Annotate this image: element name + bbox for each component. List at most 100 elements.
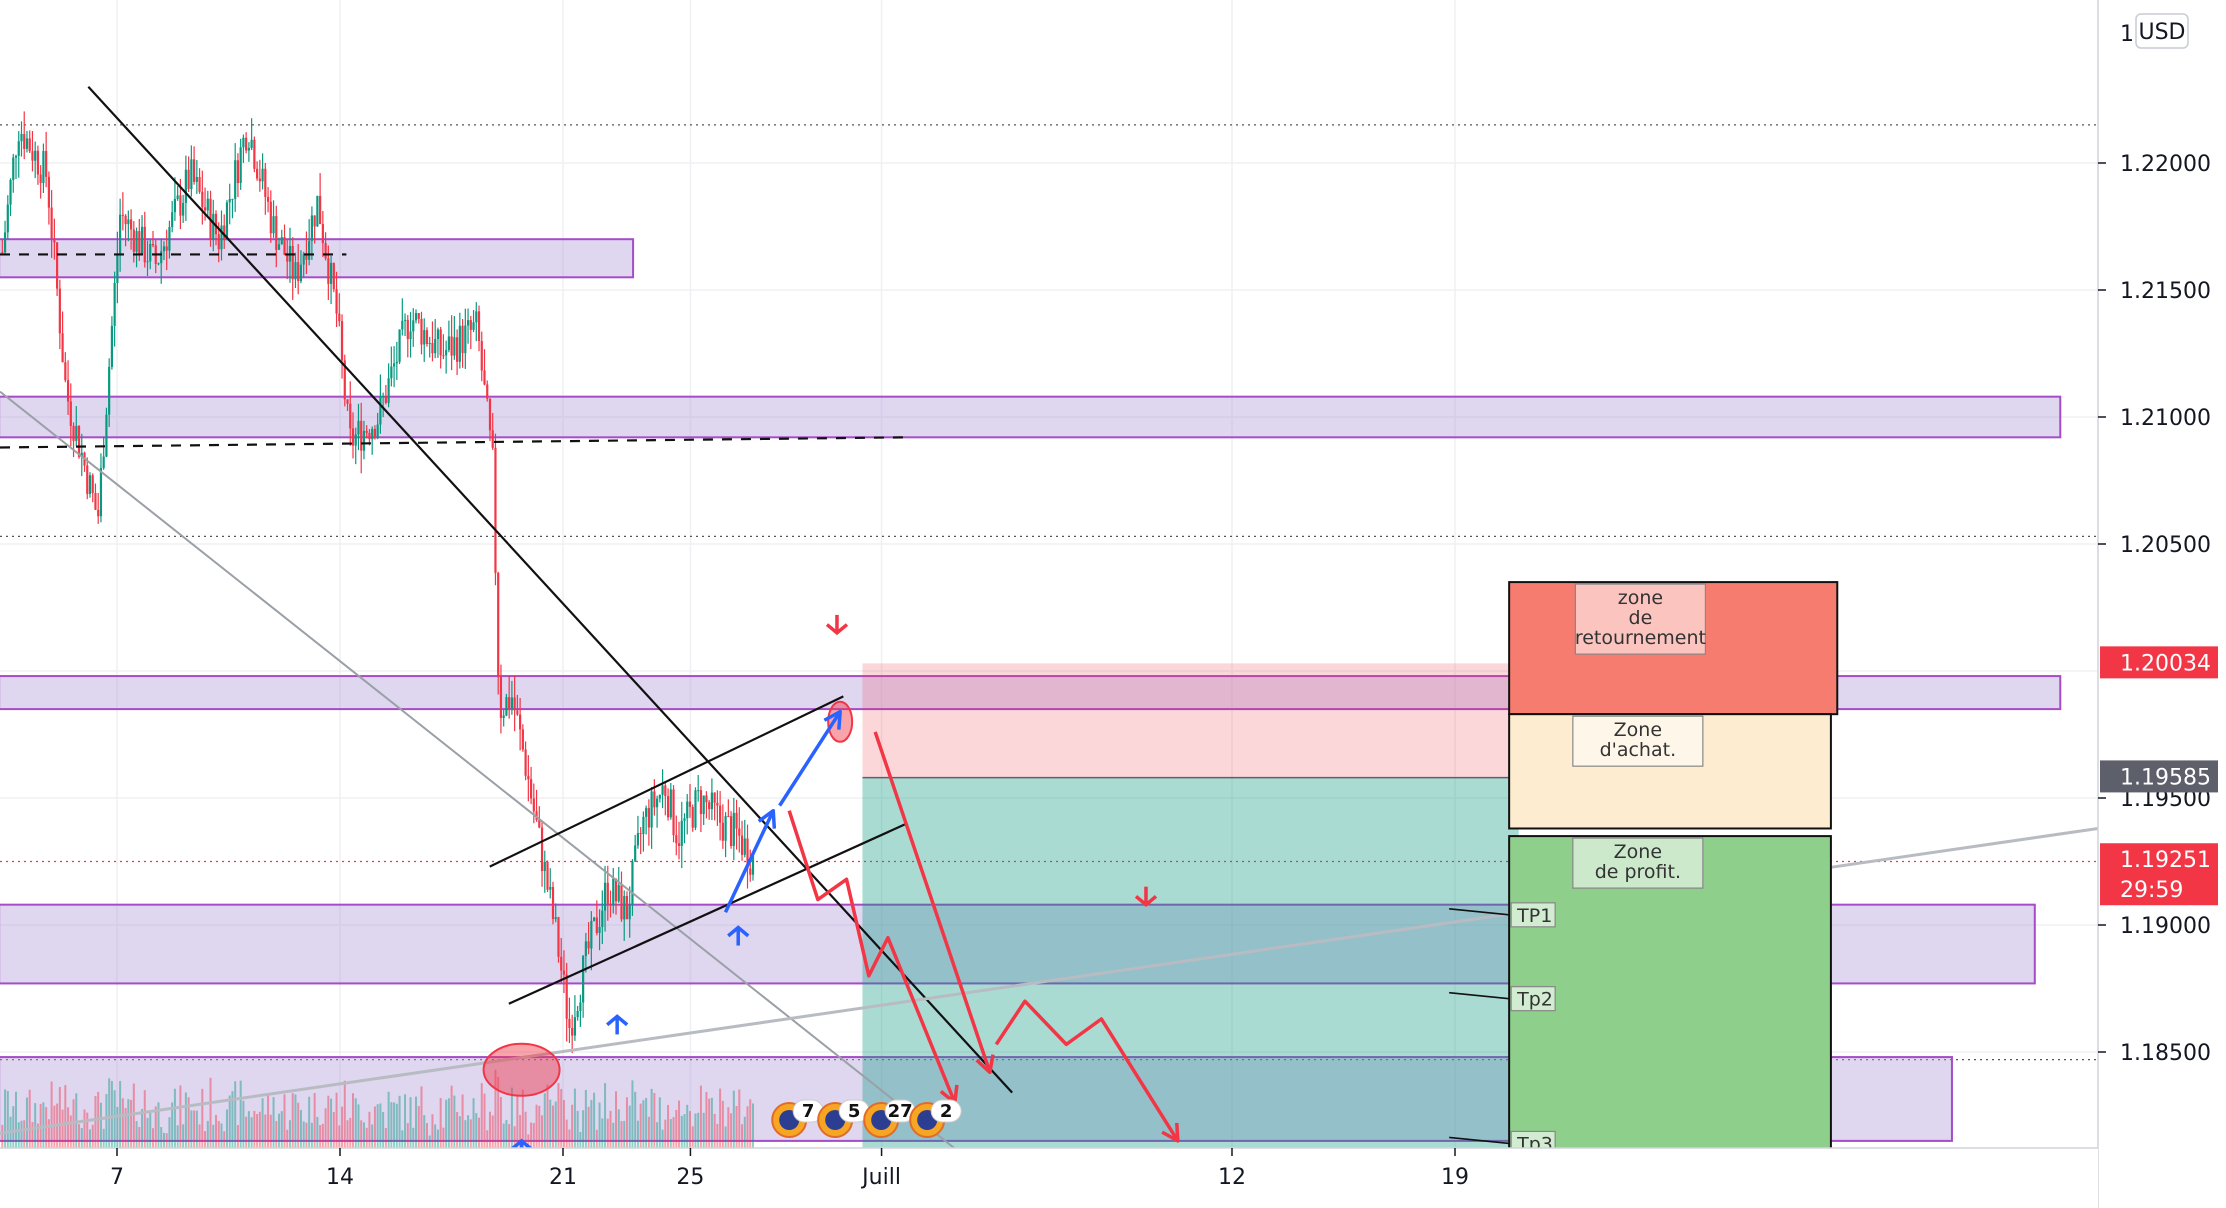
candle-body [351, 428, 355, 446]
candle-body [669, 789, 672, 818]
volume-bar [513, 1126, 516, 1148]
volume-bar [58, 1086, 61, 1148]
event-count: 2 [940, 1101, 953, 1122]
candle-body [206, 198, 209, 211]
volume-bar [176, 1125, 179, 1148]
time-tick-label: 7 [110, 1165, 124, 1190]
red-arrow[interactable] [787, 810, 957, 1104]
volume-bar [365, 1127, 368, 1148]
take-profit-area[interactable] [862, 777, 1519, 1149]
candle-body [666, 796, 670, 818]
volume-bar [593, 1092, 596, 1148]
currency-button[interactable] [2135, 13, 2189, 49]
blue-arrow-head[interactable] [757, 808, 777, 829]
volume-bar [453, 1095, 456, 1148]
candle-body [420, 318, 423, 345]
candle-body [587, 941, 590, 949]
volume-bar [157, 1102, 160, 1148]
candle-body [516, 710, 519, 715]
volume-bar [269, 1114, 272, 1148]
volume-bar [319, 1125, 322, 1148]
candle-body [699, 790, 703, 815]
candle-body [132, 229, 135, 252]
time-tick-label: 21 [549, 1165, 577, 1190]
volume-bar [697, 1112, 700, 1148]
red-arrow-head[interactable] [1161, 1122, 1180, 1143]
candle-body [34, 150, 37, 161]
volume-bar [675, 1109, 678, 1148]
annotation-label: zone [1618, 587, 1663, 609]
volume-bar [36, 1123, 39, 1148]
volume-bar [636, 1120, 639, 1148]
blue-arrow-head[interactable] [823, 709, 842, 730]
volume-bar [338, 1125, 341, 1148]
candle-body [494, 447, 497, 573]
candle-body [146, 261, 149, 263]
volume-bar [384, 1127, 387, 1148]
highlight-ellipse[interactable] [482, 1042, 561, 1097]
blue-arrow[interactable] [723, 809, 775, 914]
candle-body [683, 818, 686, 821]
red-arrow[interactable] [994, 999, 1180, 1142]
candle-body [414, 313, 418, 321]
candle-body [223, 225, 226, 239]
stop-loss-area[interactable] [862, 663, 1519, 778]
volume-bar [291, 1093, 294, 1148]
volume-bar [47, 1119, 50, 1148]
volume-bar [584, 1089, 587, 1148]
candle-body [283, 237, 286, 255]
candle-body [738, 828, 741, 836]
price-axis[interactable]: 1.220001.215001.210001.205001.195001.190… [2097, 0, 2226, 1208]
candle-body [58, 288, 61, 334]
volume-bar [313, 1093, 316, 1148]
volume-bar [201, 1088, 204, 1148]
volume-bar [735, 1105, 738, 1148]
volume-bar [721, 1100, 724, 1148]
candle-body [64, 362, 67, 381]
volume-bar [521, 1089, 524, 1148]
volume-bar [467, 1115, 470, 1148]
volume-bar [110, 1081, 113, 1148]
red-arrow-head[interactable] [975, 1054, 995, 1075]
volume-bar [275, 1121, 278, 1148]
volume-bar [612, 1122, 615, 1148]
candle-body [675, 835, 678, 844]
volume-bar [469, 1119, 472, 1148]
dashed-level[interactable] [0, 436, 908, 449]
red-arrow[interactable] [873, 731, 992, 1073]
candle-body [349, 403, 352, 429]
candle-body [469, 320, 472, 330]
volume-bar [108, 1078, 111, 1148]
volume-bar [132, 1083, 135, 1148]
candle-body [258, 178, 261, 182]
time-tick-label: Juill [860, 1165, 901, 1190]
candle-body [108, 366, 111, 415]
candle-body [735, 812, 738, 829]
channel-upper[interactable] [489, 695, 844, 868]
volume-bar [264, 1114, 267, 1148]
time-axis[interactable]: 7 14 21 25 Juill 12 19 [0, 1147, 2098, 1208]
channel-lower[interactable] [508, 822, 908, 1005]
annotation-label-bg [1574, 583, 1707, 655]
volume-bar [642, 1100, 645, 1148]
economic-events[interactable]: 7 5 27 2 [771, 1099, 962, 1138]
volume-bar [431, 1114, 434, 1148]
candle-body [319, 195, 322, 224]
volume-bar [623, 1120, 626, 1148]
candle-body [705, 795, 708, 803]
candle-body [171, 212, 174, 228]
position-tool[interactable] [862, 663, 1519, 1150]
candle-body [3, 232, 7, 253]
grey-diagonal[interactable] [0, 390, 962, 1155]
volume-bar [546, 1084, 549, 1148]
volume-bar [716, 1123, 719, 1148]
blue-arrow[interactable] [778, 710, 842, 807]
volume-bar [445, 1099, 448, 1148]
candle-body [291, 246, 294, 280]
volume-bar [382, 1111, 385, 1148]
volume-bar [80, 1128, 83, 1148]
volume-bar [78, 1124, 81, 1148]
candle-body [190, 159, 193, 189]
